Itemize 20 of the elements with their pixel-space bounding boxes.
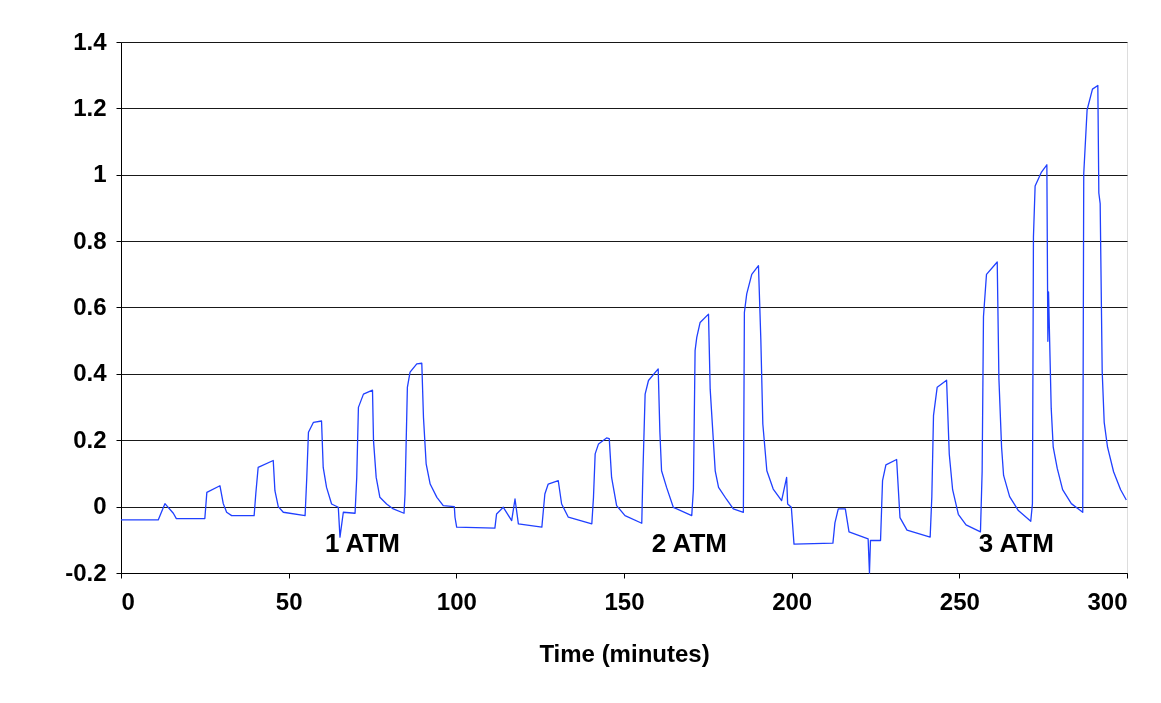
y-tick-label: 0 <box>93 492 107 520</box>
annotation: 2 ATM <box>651 527 727 558</box>
x-tick-label: 100 <box>436 587 477 615</box>
y-tick-label: 0.2 <box>73 425 107 453</box>
x-tick-label: 0 <box>121 587 135 615</box>
x-tick-label: 200 <box>772 587 813 615</box>
y-tick-label: -0.2 <box>65 558 107 586</box>
x-tick-label: 250 <box>939 587 980 615</box>
y-tick-label: 1.2 <box>73 93 107 121</box>
y-tick-label: 0.6 <box>73 293 107 320</box>
x-tick-label: 50 <box>275 587 303 615</box>
y-tick-label: 0.4 <box>73 359 108 387</box>
x-tick-label: 150 <box>604 587 645 615</box>
y-tick-label: 0.8 <box>73 226 107 254</box>
annotation: 3 ATM <box>978 527 1054 558</box>
annotation: 1 ATM <box>324 527 400 558</box>
x-axis-title: Time (minutes) <box>539 639 710 667</box>
y-tick-label: 1.4 <box>73 27 108 55</box>
x-tick-label: 300 <box>1087 587 1128 615</box>
y-tick-label: 1 <box>93 160 107 188</box>
